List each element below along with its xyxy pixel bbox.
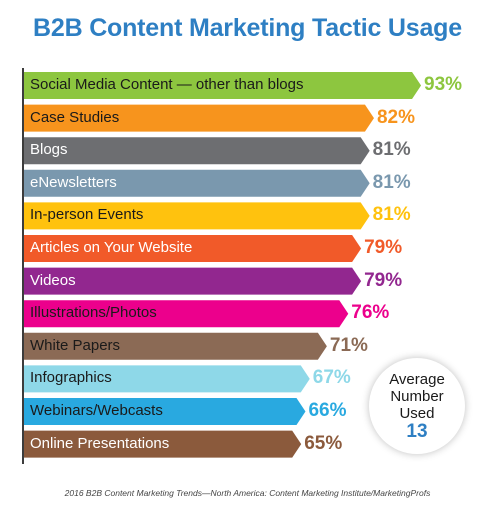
- category-label: Webinars/Webcasts: [30, 402, 163, 419]
- average-callout-text: Average Number Used: [389, 371, 445, 422]
- bar: [23, 267, 362, 295]
- value-label: 81%: [372, 139, 411, 161]
- y-axis-line: [22, 68, 24, 464]
- value-label: 81%: [372, 204, 411, 226]
- value-label: 66%: [308, 400, 347, 421]
- bar: [23, 235, 362, 262]
- category-label: Infographics: [30, 369, 112, 387]
- value-label: 82%: [376, 106, 415, 128]
- value-label: 93%: [424, 74, 463, 95]
- value-label: 79%: [364, 237, 403, 258]
- bar: [23, 300, 349, 328]
- bar: [23, 72, 422, 99]
- value-label: 65%: [304, 432, 343, 454]
- bar: [23, 169, 370, 197]
- average-callout-value: 13: [406, 420, 428, 442]
- callout-line-1: Average: [389, 370, 445, 388]
- bar: [23, 430, 302, 458]
- value-label: 79%: [364, 269, 403, 291]
- category-label: Case Studies: [30, 108, 120, 126]
- category-label: Illustrations/Photos: [30, 304, 157, 322]
- category-label: Blogs: [30, 141, 68, 159]
- value-label: 81%: [372, 171, 411, 193]
- category-label: eNewsletters: [30, 173, 117, 191]
- callout-line-3: Used: [399, 404, 435, 422]
- value-label: 71%: [329, 334, 368, 356]
- category-label: Videos: [30, 271, 76, 289]
- bar: [23, 104, 374, 132]
- category-label: White Papers: [30, 336, 121, 354]
- bar: [23, 398, 306, 425]
- bar: [23, 137, 370, 165]
- category-label: In-person Events: [30, 206, 144, 224]
- source-footer: 2016 B2B Content Marketing Trends—North …: [64, 488, 431, 498]
- bar: [23, 365, 310, 393]
- callout-line-2: Number: [390, 387, 444, 405]
- chart-title: B2B Content Marketing Tactic Usage: [33, 14, 462, 42]
- bar: [23, 332, 327, 360]
- bar: [23, 202, 370, 230]
- value-label: 76%: [351, 302, 390, 324]
- value-label: 67%: [312, 367, 351, 389]
- category-label: Social Media Content — other than blogs: [30, 76, 304, 93]
- average-callout: Average Number Used 13: [369, 358, 465, 454]
- category-label: Articles on Your Website: [30, 239, 193, 256]
- category-label: Online Presentations: [30, 434, 170, 452]
